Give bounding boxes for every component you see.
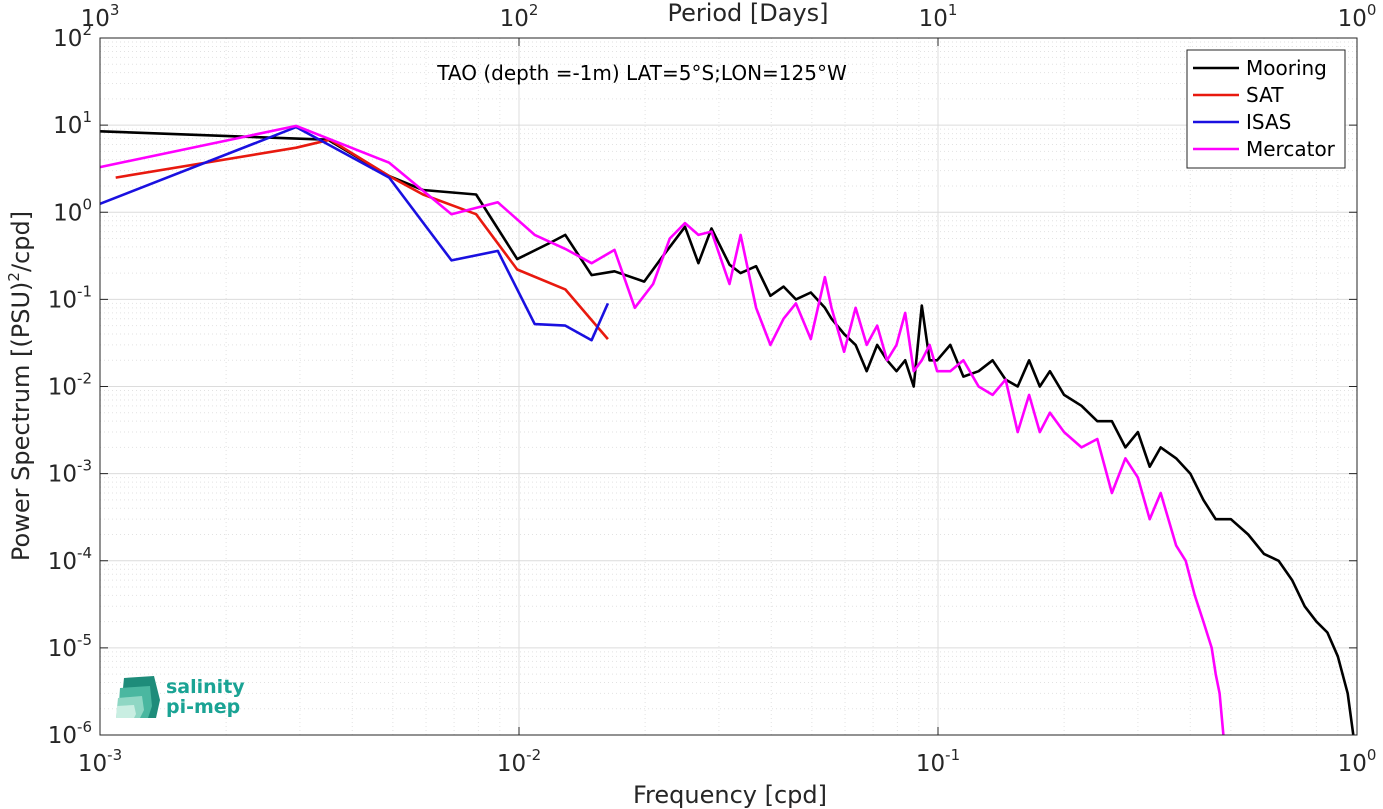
y-tick-label: 102 (53, 21, 92, 52)
series-line-mooring (99, 130, 1355, 736)
salinity-pi-mep-logo: salinity pi-mep (116, 676, 245, 718)
series-line-mercator (99, 124, 1225, 736)
logo-text-salinity: salinity (166, 676, 245, 698)
y-axis-label-tail: /cpd] (7, 211, 35, 272)
legend-label-mooring: Mooring (1246, 56, 1327, 80)
top-tick-label: 101 (919, 1, 958, 32)
y-tick-label: 10-3 (48, 457, 92, 488)
top-tick-label: 100 (1338, 1, 1377, 32)
x-tick-label: 10-2 (497, 746, 541, 777)
legend-label-sat: SAT (1246, 83, 1284, 107)
x-tick-label: 100 (1338, 746, 1377, 777)
wave-logo-icon (116, 676, 160, 718)
y-tick-label: 101 (53, 108, 92, 139)
data-series (99, 124, 1355, 736)
y-axis-label-sup: 2 (5, 272, 23, 282)
chart-title: TAO (depth =-1m) LAT=5°S;LON=125°W (436, 61, 847, 85)
series-line-isas (99, 125, 610, 342)
x-axis-label: Frequency [cpd] (633, 781, 827, 809)
grid-lines (99, 38, 1357, 736)
series-line-sat (115, 138, 609, 340)
y-axis-label-main: Power Spectrum [(PSU) (7, 282, 35, 561)
y-tick-label: 10-1 (48, 282, 92, 313)
y-tick-label: 100 (53, 195, 92, 226)
top-tick-label: 102 (500, 1, 539, 32)
x-tick-label: 10-1 (916, 746, 960, 777)
y-axis-label: Power Spectrum [(PSU)2/cpd] (5, 211, 35, 561)
y-tick-label: 10-6 (48, 718, 92, 749)
x-tick-label: 10-3 (78, 746, 122, 777)
legend: Mooring SAT ISAS Mercator (1186, 49, 1346, 169)
y-tick-label: 10-2 (48, 370, 92, 401)
top-tick-label: 103 (81, 1, 120, 32)
legend-label-mercator: Mercator (1246, 137, 1336, 161)
logo-text-pimep: pi-mep (166, 696, 240, 718)
y-tick-label: 10-5 (48, 631, 92, 662)
y-tick-label: 10-4 (48, 544, 92, 575)
top-axis-label: Period [Days] (667, 0, 828, 27)
legend-label-isas: ISAS (1246, 110, 1291, 134)
